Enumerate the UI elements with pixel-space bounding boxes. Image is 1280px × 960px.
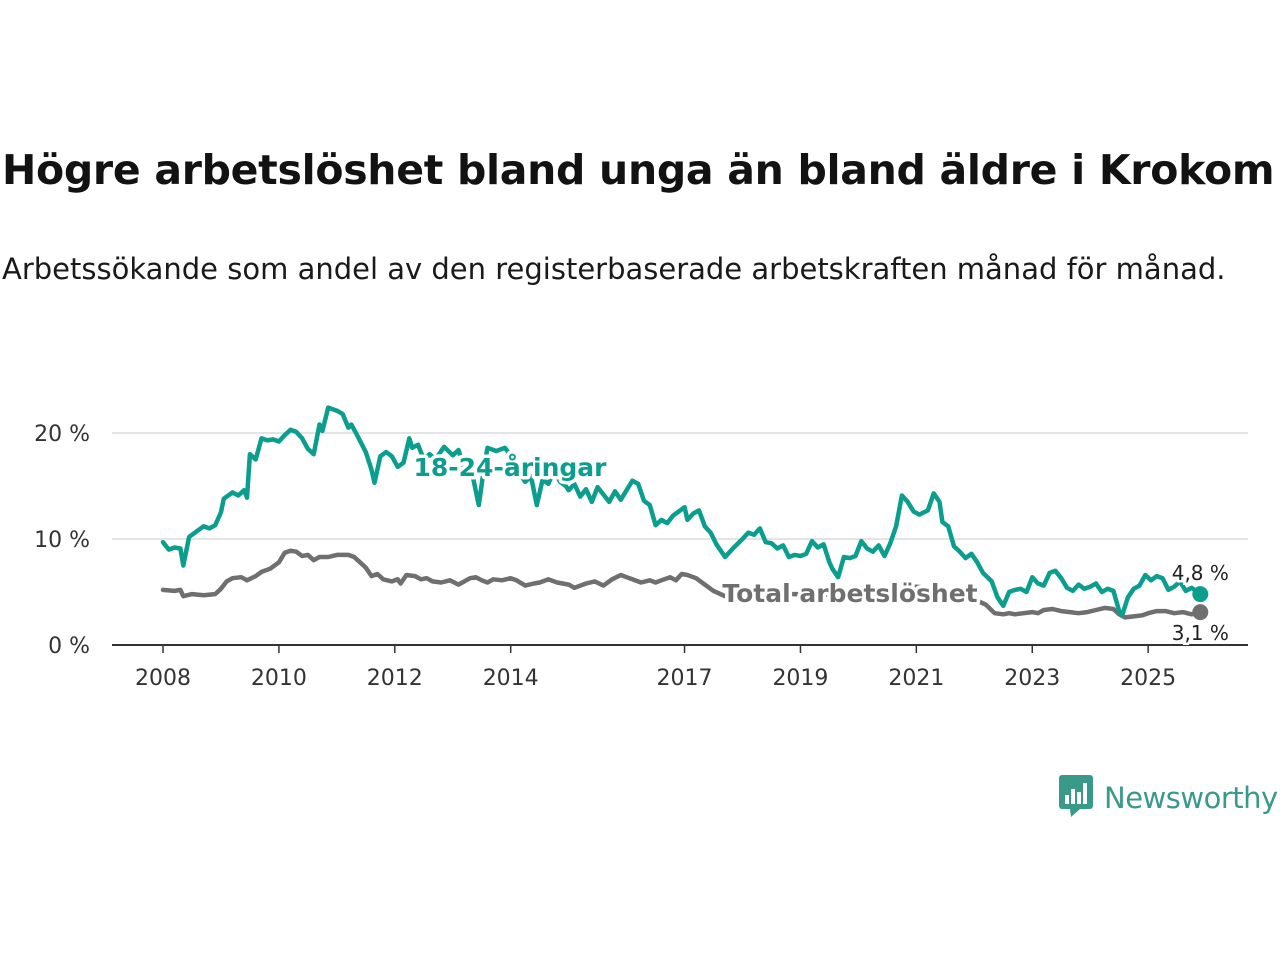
y-tick-label: 10 % <box>34 528 90 553</box>
end-point-youth <box>1192 586 1209 603</box>
x-tick-label: 2023 <box>1004 666 1060 691</box>
chart-subtitle: Arbetssökande som andel av den registerb… <box>2 252 1226 286</box>
x-tick-label: 2010 <box>251 666 307 691</box>
series-line-total <box>160 548 1203 620</box>
x-tick-label: 2021 <box>888 666 944 691</box>
x-tick-label: 2025 <box>1120 666 1176 691</box>
x-tick-label: 2019 <box>772 666 828 691</box>
series-label-youth: 18-24-åringar <box>414 453 608 482</box>
brand-logo: Newsworthy <box>1058 774 1278 822</box>
brand-name: Newsworthy <box>1104 781 1278 815</box>
end-label-youth: 4,8 % <box>1172 561 1229 585</box>
x-tick-label: 2014 <box>483 666 539 691</box>
end-label-total: 3,1 % <box>1172 621 1229 645</box>
series-line-youth <box>160 405 1203 618</box>
y-tick-label: 20 % <box>34 422 90 447</box>
x-tick-label: 2008 <box>135 666 191 691</box>
x-tick-label: 2012 <box>367 666 423 691</box>
series-label-total: Total arbetslöshet <box>722 579 977 608</box>
newsworthy-logo-icon <box>1058 774 1094 822</box>
chart-title: Högre arbetslöshet bland unga än bland ä… <box>2 146 1275 194</box>
end-point-total <box>1192 604 1209 621</box>
x-tick-label: 2017 <box>657 666 713 691</box>
y-tick-label: 0 % <box>48 634 90 659</box>
